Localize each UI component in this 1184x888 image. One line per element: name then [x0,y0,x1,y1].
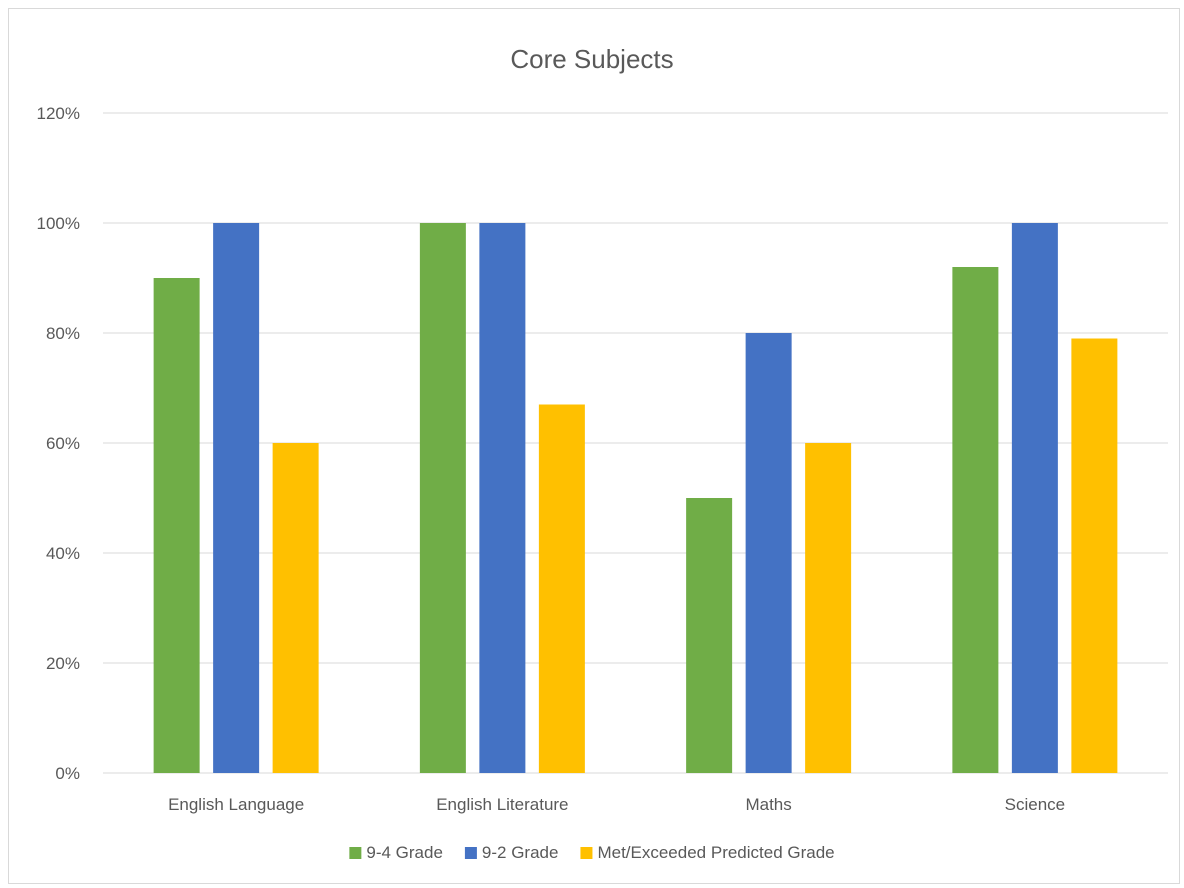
bars [153,223,1118,773]
legend: 9-4 Grade 9-2 Grade Met/Exceeded Predicted… [349,843,835,862]
bar [213,223,260,773]
y-axis-tick-labels: 0% 20% 40% 60% 80% 100% 120% [37,104,80,783]
chart-title: Core Subjects [510,44,673,74]
x-category-label: English Literature [436,795,568,814]
bar [538,404,585,773]
legend-swatch [580,847,593,859]
bar [479,223,526,773]
bar [419,223,466,773]
x-axis-category-labels: English Language English Literature Maths S… [168,795,1065,814]
bar [272,443,319,773]
bar [1071,338,1118,773]
legend-swatch [464,847,477,859]
y-tick-label: 60% [46,434,80,453]
legend-swatch [349,847,362,859]
y-tick-label: 0% [55,764,80,783]
bar [745,333,792,773]
y-tick-label: 100% [37,214,80,233]
y-tick-label: 120% [37,104,80,123]
x-category-label: Science [1005,795,1065,814]
gridlines [103,112,1168,774]
legend-label: Met/Exceeded Predicted Grade [597,843,834,862]
bar [805,443,852,773]
bar [1011,223,1058,773]
bar [153,278,200,773]
y-tick-label: 40% [46,544,80,563]
y-tick-label: 80% [46,324,80,343]
legend-label: 9-2 Grade [482,843,559,862]
bar [952,267,999,773]
legend-label: 9-4 Grade [366,843,443,862]
bar [686,498,733,773]
x-category-label: Maths [745,795,791,814]
y-tick-label: 20% [46,654,80,673]
x-category-label: English Language [168,795,304,814]
